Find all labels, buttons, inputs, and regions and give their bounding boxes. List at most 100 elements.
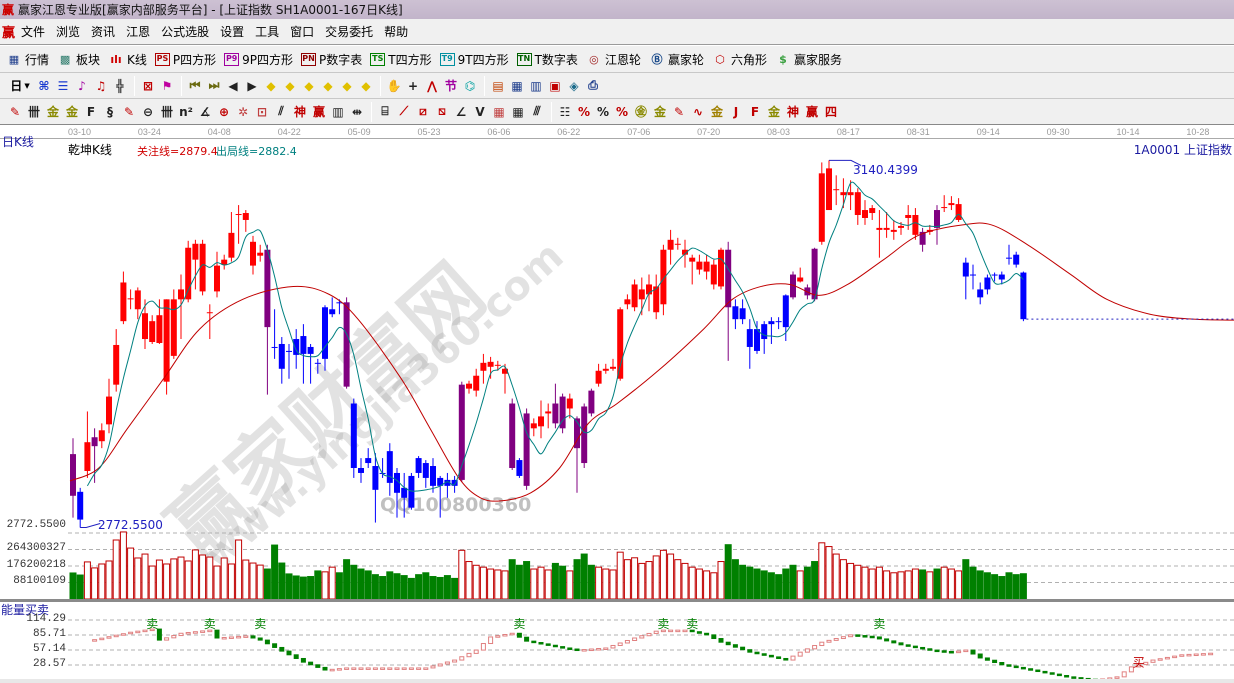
pen2-icon[interactable]: ✎ [123,104,135,119]
shrink-h-icon[interactable]: ◆ [323,78,333,93]
flag-icon[interactable]: ⚑ [161,78,173,93]
f-fan-icon[interactable]: F [750,104,760,119]
left-arrow-icon[interactable]: ◀ [228,78,238,93]
measure-icon[interactable]: ⇹ [351,104,363,119]
chart3-icon[interactable]: ♪ [78,78,86,93]
toolbar-button-ps-square[interactable]: PS P四方形 [154,51,216,68]
shrink-v-icon[interactable]: ◆ [361,78,371,93]
notes-icon[interactable]: ▥ [530,78,542,93]
angle2-icon[interactable]: ∠ [455,104,467,119]
grid-icon[interactable]: 卌 [160,105,173,119]
slash-icon[interactable]: ⫽ [278,104,284,118]
node-icon[interactable]: 节 [444,79,457,93]
menu-help[interactable]: 帮助 [384,25,409,39]
wave-icon[interactable]: ∿ [692,104,704,119]
pattern-icon[interactable]: ⌬ [464,78,476,93]
gold-lines-icon[interactable]: 金 [653,105,666,119]
move-right-icon[interactable]: ◆ [285,78,295,93]
menu-gann[interactable]: 江恩 [126,25,151,39]
save-icon[interactable]: ▣ [549,78,561,93]
percent-icon[interactable]: % [596,104,610,119]
menu-trade[interactable]: 交易委托 [325,25,374,39]
n2-icon[interactable]: n² [179,104,193,119]
fib-icon[interactable]: F [86,104,96,119]
right-arrow-icon[interactable]: ▶ [247,78,257,93]
toolbar-button-hexagon[interactable]: ⬡ 六角形 [712,51,767,68]
circle-icon[interactable]: ⊖ [142,104,154,119]
pane-divider[interactable] [0,599,1234,602]
pen-icon[interactable]: ✎ [9,104,21,119]
menu-browse[interactable]: 浏览 [56,25,81,39]
fan-box2-icon[interactable]: ⧅ [438,104,446,118]
percent-lines-icon[interactable]: % [615,104,629,119]
print-icon[interactable]: ⎙ [588,78,598,92]
j-fan-icon[interactable]: J [733,104,739,119]
calendar-icon[interactable]: ▤ [492,78,504,93]
star-icon[interactable]: ✲ [237,104,249,119]
menu-file[interactable]: 文件 [21,25,46,39]
draw-tool-icon[interactable]: ⊠ [142,78,154,93]
toolbar-button-tn-table[interactable]: TN T数字表 [516,51,578,68]
gold-under-icon[interactable]: 金 [710,105,723,119]
toolbar-button-big-wheel[interactable]: Ⓑ 赢家轮 [649,51,704,68]
si-fan-icon[interactable]: 四 [824,105,837,119]
fan-box-icon[interactable]: ⧄ [419,104,427,118]
candle [422,460,429,488]
date-tick-label: 04-22 [277,127,301,137]
fan-icon[interactable]: ⟋ [399,104,409,118]
gold-circle-icon[interactable]: ㊎ [634,105,647,119]
toolbar-button-candlestick[interactable]: ılı K线 [108,51,147,68]
expand-v-icon[interactable]: ◆ [342,78,352,93]
last-icon[interactable]: ⏭ [208,78,220,92]
period-dropdown[interactable]: 日 ▼ [6,76,34,96]
toolbar-button-p9-square[interactable]: P9 9P四方形 [224,51,293,68]
toolbar-button-dollar[interactable]: $ 赢家服务 [775,51,842,68]
cursor-style-icon[interactable]: ╬ [116,78,124,93]
menu-tools[interactable]: 工具 [255,25,280,39]
toolbar-button-t9-square[interactable]: T9 9T四方形 [439,51,509,68]
shen-fan-icon[interactable]: 神 [786,105,799,119]
gridbox2-icon[interactable]: ▦ [512,104,524,119]
toolbar-button-pn-table[interactable]: PN P数字表 [301,51,362,68]
ying-fan-icon[interactable]: 赢 [805,105,818,119]
v-icon[interactable]: V [475,104,485,119]
spiral-icon[interactable]: § [107,104,113,119]
line-tool-icon[interactable]: ⋀ [426,78,438,93]
toolbar-button-sector-blocks[interactable]: ▩ 板块 [57,51,100,68]
crosshair-icon[interactable]: + [407,78,419,93]
menu-settings[interactable]: 设置 [220,25,245,39]
menu-news[interactable]: 资讯 [91,25,116,39]
gold2-icon[interactable]: 金 [65,105,78,119]
network-icon[interactable]: ◈ [569,78,579,93]
target-icon[interactable]: ⊕ [218,104,230,119]
shen-icon[interactable]: 神 [293,105,306,119]
first-icon[interactable]: ⏮ [189,78,201,92]
gold1-icon[interactable]: 金 [46,105,59,119]
parallel-icon[interactable]: ⫻ [533,104,541,118]
toolbar-button-gann-wheel[interactable]: ◎ 江恩轮 [586,51,641,68]
toolbar-button-ts-square[interactable]: TS T四方形 [370,51,432,68]
hand-icon[interactable]: ✋ [386,78,402,93]
box-icon[interactable]: ⊡ [256,104,268,119]
frame-icon[interactable]: ⌸ [381,104,389,118]
angle-icon[interactable]: ∡ [199,104,211,119]
expand-h-icon[interactable]: ◆ [304,78,314,93]
chart9-icon[interactable]: ♫ [95,78,107,93]
toolbar-button-quote-table[interactable]: ▦ 行情 [6,51,49,68]
menu-window[interactable]: 窗口 [290,25,315,39]
hash-icon[interactable]: 卌 [27,105,40,119]
move-left-icon[interactable]: ◆ [266,78,276,93]
menu-formula-screen[interactable]: 公式选股 [161,25,210,39]
percent-line-icon[interactable]: % [577,104,591,119]
indicator-icon[interactable]: ⌘ [38,78,50,93]
gridbox-icon[interactable]: ▦ [493,104,505,119]
energy-bar [524,636,530,642]
ying-icon[interactable]: 赢 [312,105,325,119]
calculator-icon[interactable]: ▦ [511,78,523,93]
pen-lines-icon[interactable]: ✎ [673,104,685,119]
bars-icon[interactable]: ▥ [332,104,344,119]
gold-fan-icon[interactable]: 金 [767,105,780,119]
list-icon[interactable]: ☰ [57,78,69,93]
ruler-icon[interactable]: ☷ [559,104,571,119]
